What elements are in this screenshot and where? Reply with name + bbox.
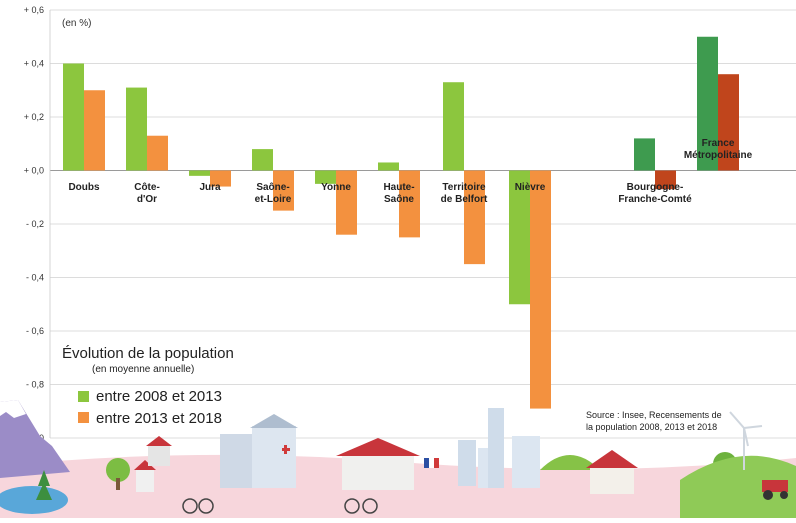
bar-series1-2 — [189, 170, 210, 176]
y-tick-label: - 0,6 — [26, 326, 44, 336]
source-line-1: Source : Insee, Recensements de — [586, 410, 722, 420]
category-label: Bourgogne-Franche-Comté — [618, 182, 692, 205]
bars — [63, 36, 739, 409]
bar-series2-7 — [530, 170, 551, 409]
y-tick-label: - 0,2 — [26, 219, 44, 229]
category-label: Territoire de Belfort — [441, 182, 488, 205]
bar-series1-8 — [634, 138, 655, 171]
category-label: Nièvre — [515, 182, 546, 193]
category-label: Yonne — [321, 182, 351, 193]
category-label: Jura — [199, 182, 221, 193]
y-tick-label: + 0,4 — [24, 59, 44, 69]
legend-swatch-series-2 — [78, 412, 89, 423]
bar-series2-6 — [464, 170, 485, 265]
bar-series2-4 — [336, 170, 357, 235]
bar-series1-9 — [697, 36, 718, 171]
category-label: Haute-Saône — [383, 182, 414, 205]
bar-series1-4 — [315, 170, 336, 184]
bar-series2-3 — [273, 170, 294, 211]
bar-series1-7 — [509, 170, 530, 305]
y-axis-ticks: + 0,6 + 0,4 + 0,2 + 0,0 - 0,2 - 0,4 - 0,6 - 0,8… — [24, 5, 44, 443]
legend-label-series-2: entre 2013 et 2018 — [96, 410, 222, 427]
category-labels: Doubs Côte-d'Or Jura Saône-et-Loire Yonne Hau… — [68, 138, 752, 205]
bar-series2-0 — [84, 90, 105, 171]
bar-series1-0 — [63, 63, 84, 171]
bar-series1-6 — [443, 82, 464, 171]
bar-series2-8 — [655, 170, 676, 190]
unit-label: (en %) — [62, 18, 91, 29]
legend-swatch-series-1 — [78, 391, 89, 402]
legend-title: Évolution de la population — [62, 345, 234, 362]
y-tick-label: - 0,4 — [26, 273, 44, 283]
y-tick-label: + 0,6 — [24, 5, 44, 15]
bar-series2-9 — [718, 74, 739, 171]
category-label: Saône-et-Loire — [255, 182, 292, 205]
legend-subtitle: (en moyenne annuelle) — [92, 364, 194, 375]
gridlines — [49, 9, 796, 439]
bar-series2-5 — [399, 170, 420, 238]
legend: Évolution de la population (en moyenne a… — [62, 345, 234, 427]
bar-series1-5 — [378, 162, 399, 171]
bar-series2-2 — [210, 170, 231, 187]
bar-series1-3 — [252, 149, 273, 171]
bar-series1-1 — [126, 87, 147, 171]
town-illustration — [0, 400, 796, 518]
y-tick-label: - 0,8 — [26, 380, 44, 390]
legend-label-series-1: entre 2008 et 2013 — [96, 388, 222, 405]
category-label: Doubs — [68, 182, 100, 193]
category-label: Côte-d'Or — [134, 182, 160, 205]
category-label: France Métropolitaine — [684, 138, 753, 161]
y-tick-label: + 0,2 — [24, 112, 44, 122]
source-note: Source : Insee, Recensements de la popul… — [586, 410, 722, 432]
y-tick-label: + 0,0 — [24, 166, 44, 176]
bar-series2-1 — [147, 135, 168, 171]
source-line-2: la population 2008, 2013 et 2018 — [586, 422, 717, 432]
